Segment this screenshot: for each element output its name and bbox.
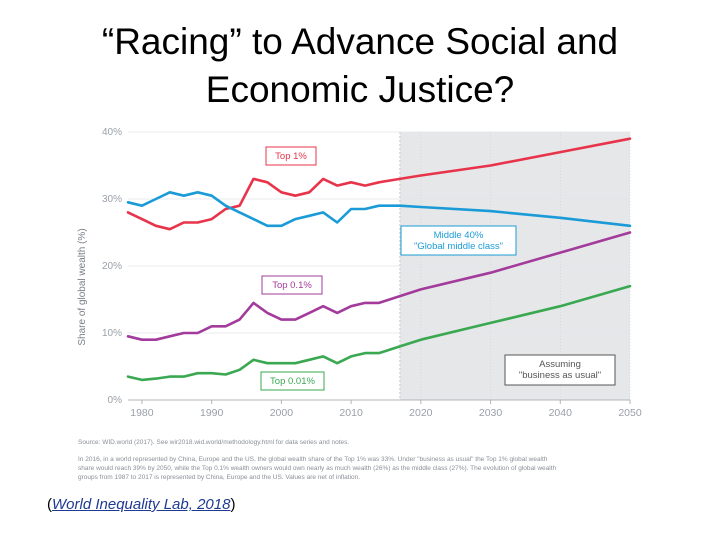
annotation-middle-40-text: Middle 40% <box>434 230 484 241</box>
citation-close-paren: ) <box>230 496 236 513</box>
y-axis-label: Share of global wealth (%) <box>77 228 88 345</box>
annotation-top-0-1: Top 0.1% <box>261 275 323 295</box>
annotation-business-as-usual: Assuming"business as usual" <box>504 354 616 386</box>
annotation-business-as-usual-text: Assuming <box>539 359 581 370</box>
annotation-top-0-1-text: Top 0.1% <box>272 280 312 291</box>
y-tick-label: 20% <box>102 261 122 272</box>
citation-open-paren: ( <box>47 496 52 513</box>
series-line-4 <box>126 284 632 382</box>
y-tick-label: 30% <box>102 194 122 205</box>
source-note: Source: WID.world (2017). See wir2018.wi… <box>78 438 658 447</box>
series-line-2 <box>126 191 632 228</box>
x-tick-label: 1980 <box>130 407 154 419</box>
annotation-top-1: Top 1% <box>265 146 317 166</box>
x-tick-label: 2000 <box>270 407 294 419</box>
annotation-middle-40: Middle 40%"Global middle class" <box>400 225 517 256</box>
x-tick-label: 2010 <box>339 407 363 419</box>
annotation-top-0-01-box <box>260 371 325 391</box>
annotation-business-as-usual-text: "business as usual" <box>519 370 601 381</box>
citation: (World Inequality Lab, 2018) <box>47 496 235 513</box>
source-line-2: In 2016, in a world represented by China… <box>78 456 548 463</box>
annotation-business-as-usual-box <box>504 354 616 386</box>
annotation-middle-40-box <box>400 225 517 256</box>
slide-title-line-2: Economic Justice? <box>205 69 515 110</box>
slide-title: “Racing” to Advance Social and Economic … <box>0 18 720 114</box>
x-tick-label: 2040 <box>549 407 573 419</box>
source-line-4: groups from 1987 to 2017 is represented … <box>78 474 361 481</box>
x-tick-label: 2030 <box>479 407 503 419</box>
annotation-top-0-01-text: Top 0.01% <box>270 376 315 387</box>
axes: 0% 10% 20% 30% 40% 1980 1990 2000 2010 2020 2030 20… <box>102 127 642 419</box>
annotation-top-1-text: Top 1% <box>275 151 307 162</box>
citation-link[interactable]: World Inequality Lab, 2018 <box>52 496 231 513</box>
annotations: Top 1% Middle 40%"Global middle class" Top… <box>260 146 616 391</box>
slide-title-line-1: “Racing” to Advance Social and <box>101 21 619 62</box>
series-line-3 <box>126 231 632 341</box>
wealth-share-chart: 0% 10% 20% 30% 40% 1980 1990 2000 2010 2020 2030 20… <box>77 127 642 419</box>
source-line-3: share would reach 39% by 2050, while the… <box>78 465 557 472</box>
x-tick-label: 2020 <box>409 407 433 419</box>
x-tick-label: 2050 <box>618 407 642 419</box>
y-tick-label: 40% <box>102 127 122 138</box>
series-line-1 <box>126 137 632 231</box>
annotation-top-0-1-box <box>261 275 323 295</box>
y-tick-label: 0% <box>108 395 123 406</box>
source-line-1: Source: WID.world (2017). See wir2018.wi… <box>78 439 350 446</box>
x-tick-label: 1990 <box>200 407 224 419</box>
series-lines <box>126 137 632 382</box>
annotation-top-1-box <box>265 146 317 166</box>
annotation-middle-40-text: "Global middle class" <box>414 241 503 252</box>
y-tick-label: 10% <box>102 328 122 339</box>
annotation-top-0-01: Top 0.01% <box>260 371 325 391</box>
source-description: In 2016, in a world represented by China… <box>78 455 658 482</box>
